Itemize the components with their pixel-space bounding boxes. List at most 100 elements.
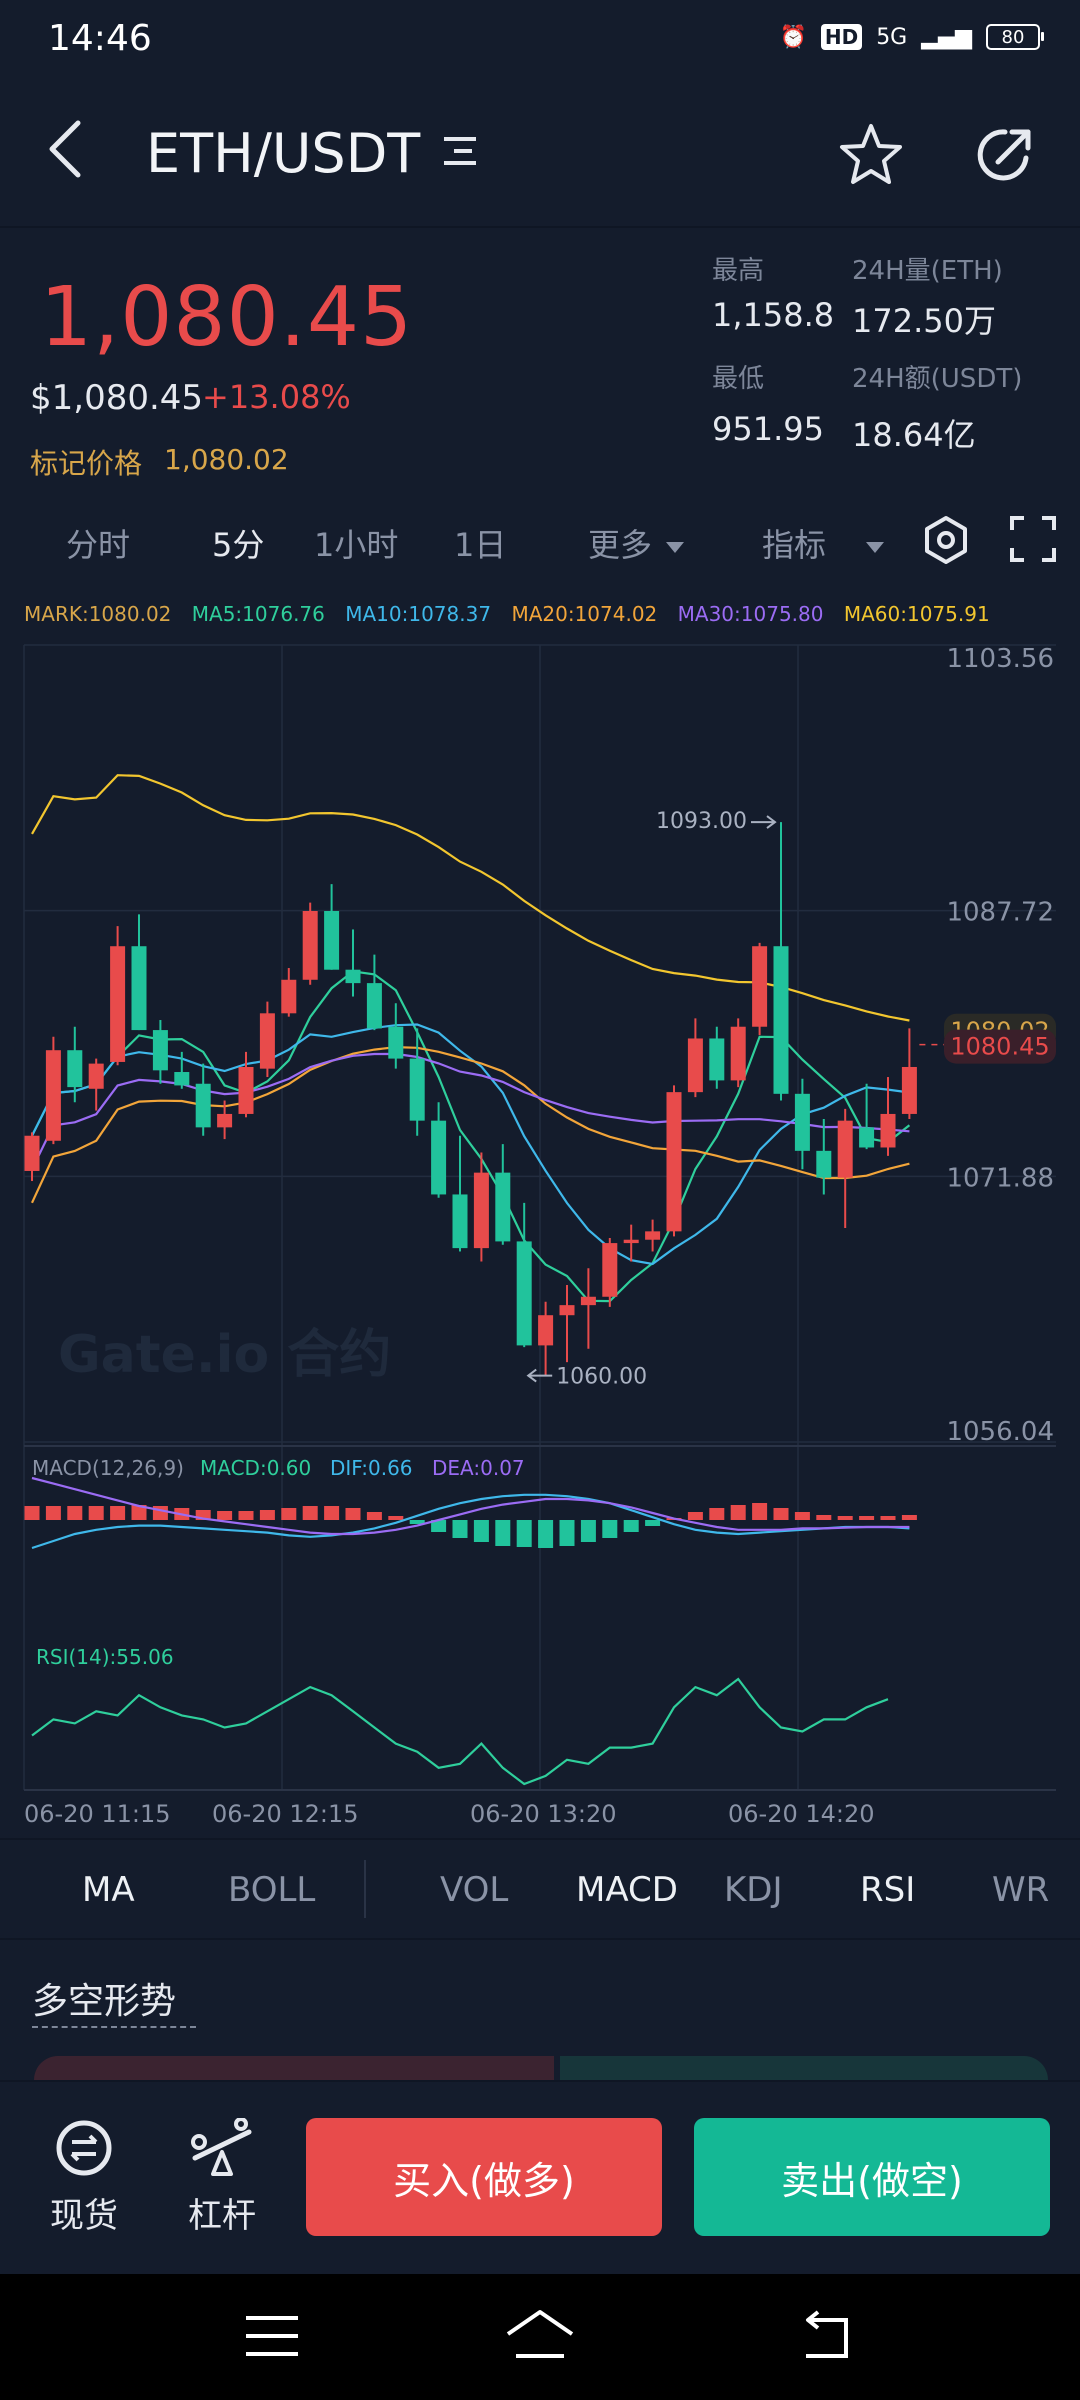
- candle-body: [431, 1120, 447, 1195]
- candle-body: [687, 1038, 703, 1093]
- header-divider: [0, 226, 1080, 228]
- sell-short-button[interactable]: 卖出(做空): [694, 2118, 1050, 2236]
- macd-bar: [281, 1508, 297, 1520]
- ma10-line: [31, 1023, 910, 1266]
- indicator-dropdown[interactable]: 指标: [762, 520, 885, 566]
- candle-body: [580, 1296, 596, 1306]
- ma5-line: [31, 970, 911, 1303]
- timeframe-tab-line[interactable]: 分时: [66, 526, 131, 564]
- candle-body: [174, 1072, 190, 1086]
- indicator-tab-bar: MA BOLL VOL MACD KDJ RSI WR: [0, 1838, 1080, 1940]
- candle-body: [366, 983, 382, 1029]
- macd-bar: [880, 1516, 896, 1520]
- time-tick-label: 06-20 11:15: [24, 1800, 171, 1828]
- long-short-title[interactable]: 多空形势: [32, 1981, 177, 2022]
- menu-nav-icon[interactable]: [244, 2312, 300, 2362]
- pair-title[interactable]: ETH/USDT: [146, 122, 421, 185]
- candle-body: [217, 1113, 233, 1128]
- high-label: 最高: [712, 256, 765, 286]
- timeframe-bar: 分时 5分 1小时 1日 更多 指标: [0, 510, 1080, 570]
- macd-bar: [217, 1511, 233, 1520]
- candle-body: [516, 1241, 532, 1346]
- indicator-tab-macd[interactable]: MACD: [576, 1870, 678, 1910]
- indicator-label: 指标: [762, 526, 827, 564]
- macd-bar: [388, 1516, 404, 1520]
- more-dropdown[interactable]: 更多: [588, 520, 685, 566]
- legend-mark: MARK:1080.02: [24, 602, 172, 626]
- macd-panel: [24, 1476, 917, 1550]
- candle-body: [816, 1150, 832, 1178]
- hd-badge: HD: [820, 24, 863, 50]
- legend-ma10: MA10:1078.37: [345, 602, 492, 626]
- buy-long-button[interactable]: 买入(做多): [306, 2118, 662, 2236]
- macd-bar: [431, 1520, 447, 1532]
- indicator-tab-boll[interactable]: BOLL: [228, 1870, 316, 1910]
- price-tick-label: 1103.56: [946, 644, 1054, 674]
- candle-body: [495, 1172, 511, 1242]
- leverage-scale-icon: [191, 2117, 252, 2176]
- favorite-star-button[interactable]: [836, 120, 906, 190]
- indicator-tab-vol[interactable]: VOL: [440, 1870, 509, 1910]
- indicator-tab-rsi[interactable]: RSI: [860, 1870, 916, 1910]
- kline-chart[interactable]: Gate.io 合约 1103.561087.721071.881056.04 …: [0, 620, 1080, 1838]
- dif-line: [31, 1493, 910, 1550]
- timeframe-tab-1d[interactable]: 1日: [454, 526, 507, 564]
- candle-body: [388, 1026, 404, 1059]
- price-tick-label: 1056.04: [946, 1417, 1054, 1447]
- time-tick-label: 06-20 14:20: [728, 1800, 875, 1828]
- fullscreen-button[interactable]: [1010, 516, 1056, 566]
- status-icons: ⏰ HD 5G ▂▄▆ 80: [779, 24, 1044, 50]
- back-nav-icon[interactable]: [796, 2310, 852, 2362]
- macd-bar: [687, 1512, 703, 1520]
- candle-body: [195, 1083, 211, 1128]
- timeframe-tab-5m[interactable]: 5分: [212, 526, 265, 564]
- usd-price: $1,080.45: [30, 378, 204, 418]
- dea-line: [31, 1476, 910, 1536]
- macd-bar: [516, 1520, 532, 1547]
- macd-bar: [901, 1515, 917, 1520]
- high-value: 1,158.8: [712, 296, 835, 334]
- candle-body: [602, 1243, 618, 1297]
- macd-bar: [495, 1520, 511, 1546]
- high-annotation: 1093.00: [656, 809, 747, 834]
- status-bar: 14:46 ⏰ HD 5G ▂▄▆ 80: [0, 0, 1080, 80]
- time-tick-label: 06-20 12:15: [212, 1800, 359, 1828]
- price-tick-label: 1071.88: [946, 1163, 1054, 1193]
- candle-body: [559, 1305, 575, 1316]
- back-button[interactable]: [40, 115, 100, 195]
- price-tick-label: 1087.72: [946, 898, 1054, 928]
- spot-exchange-icon: [56, 2120, 112, 2176]
- share-button[interactable]: [970, 120, 1040, 190]
- macd-bar: [195, 1510, 211, 1520]
- star-icon: [840, 124, 902, 184]
- leverage-label: 杠杆: [188, 2196, 256, 2236]
- candle-body: [837, 1120, 853, 1178]
- spot-label: 现货: [50, 2196, 118, 2236]
- candle-body: [67, 1050, 83, 1088]
- last-price: 1,080.45: [40, 270, 414, 365]
- candle-body: [281, 979, 297, 1014]
- indicator-tab-kdj[interactable]: KDJ: [724, 1870, 783, 1910]
- candle-body: [752, 946, 768, 1027]
- indicator-tab-wr[interactable]: WR: [992, 1870, 1050, 1910]
- network-label: 5G: [876, 24, 908, 50]
- timeframe-tab-1h[interactable]: 1小时: [314, 526, 399, 564]
- candle-body: [901, 1066, 917, 1114]
- macd-bar: [259, 1510, 275, 1520]
- last-price-tag-text: 1080.45: [950, 1033, 1049, 1061]
- indicator-tab-ma[interactable]: MA: [82, 1870, 135, 1910]
- spot-button[interactable]: 现货: [34, 2118, 134, 2238]
- candle-body: [623, 1239, 639, 1244]
- signal-icon: ▂▄▆: [921, 24, 972, 50]
- candle-body: [709, 1038, 725, 1081]
- candle-body: [302, 911, 318, 980]
- volume-value: 172.50万: [852, 302, 996, 340]
- pair-list-icon[interactable]: [440, 133, 480, 173]
- chart-settings-button[interactable]: [920, 514, 972, 570]
- dif-value: DIF:0.66: [330, 1456, 413, 1480]
- leverage-button[interactable]: 杠杆: [172, 2117, 272, 2238]
- home-nav-icon[interactable]: [504, 2308, 576, 2362]
- macd-label: MACD(12,26,9): [32, 1456, 184, 1480]
- alarm-icon: ⏰: [779, 24, 807, 50]
- candle-body: [773, 946, 789, 1094]
